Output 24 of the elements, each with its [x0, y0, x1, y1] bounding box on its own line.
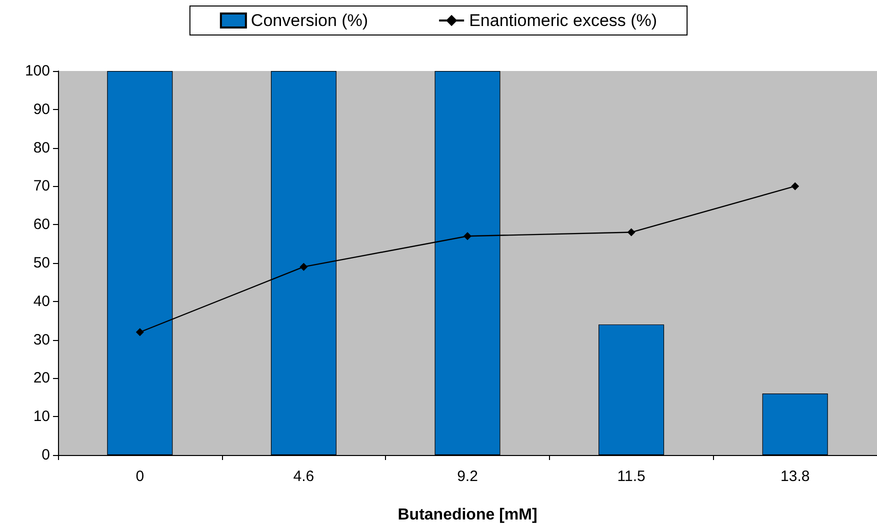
x-tick-label: 13.8	[780, 468, 810, 485]
legend-label: Conversion (%)	[250, 11, 368, 30]
y-tick-label: 50	[33, 254, 50, 272]
y-tick-label: 100	[24, 62, 50, 80]
point	[627, 228, 636, 236]
y-tick-label: 10	[33, 408, 50, 426]
y-tick-label: 80	[33, 139, 50, 156]
point	[464, 232, 472, 240]
x-tick-label: 9.2	[457, 468, 478, 485]
y-tick-label: 30	[33, 331, 50, 348]
y-tick-label: 60	[33, 216, 50, 234]
x-tick-label: 11.5	[617, 468, 646, 485]
x-tick-label: 4.6	[293, 468, 314, 485]
legend-label: Enantiomeric excess (%)	[469, 11, 658, 30]
x-axis-title: Butanedione [mM]	[398, 506, 538, 524]
y-tick-label: 40	[33, 292, 50, 310]
point	[300, 262, 308, 271]
y-tick-label: 90	[33, 100, 50, 118]
y-tick-label: 70	[33, 178, 50, 195]
point	[136, 328, 144, 336]
y-tick-label: 0	[42, 446, 50, 464]
point	[791, 182, 800, 190]
x-tick-label: 0	[136, 468, 144, 485]
y-tick-label: 20	[33, 370, 50, 387]
